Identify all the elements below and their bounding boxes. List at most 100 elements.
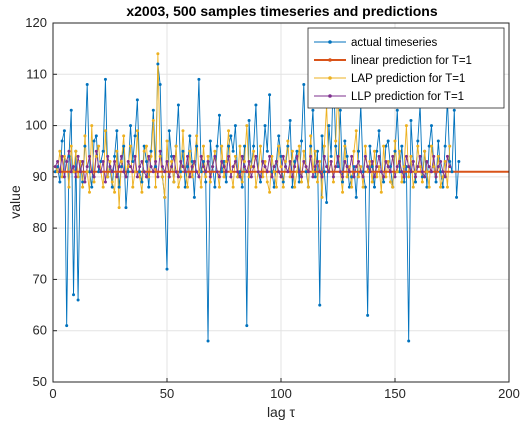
data-point-actual-timeseries [122, 144, 126, 148]
data-point-actual-timeseries [414, 180, 418, 184]
data-point-llp-prediction-for-t-1 [341, 175, 345, 179]
data-point-llp-prediction-for-t-1 [117, 165, 121, 169]
data-point-llp-prediction-for-t-1 [411, 159, 415, 163]
data-point-llp-prediction-for-t-1 [320, 175, 324, 179]
data-point-lap-prediction-for-t-1 [439, 185, 443, 189]
data-point-llp-prediction-for-t-1 [281, 154, 285, 158]
data-point-llp-prediction-for-t-1 [256, 170, 260, 174]
data-point-llp-prediction-for-t-1 [439, 159, 443, 163]
data-point-actual-timeseries [115, 129, 119, 133]
data-point-lap-prediction-for-t-1 [222, 175, 226, 179]
data-point-lap-prediction-for-t-1 [393, 139, 397, 143]
data-point-actual-timeseries [343, 139, 347, 143]
data-point-actual-timeseries [429, 124, 433, 128]
data-point-llp-prediction-for-t-1 [220, 159, 224, 163]
data-point-lap-prediction-for-t-1 [103, 129, 107, 133]
data-point-lap-prediction-for-t-1 [258, 144, 262, 148]
data-point-actual-timeseries [270, 170, 274, 174]
data-point-actual-timeseries [281, 180, 285, 184]
data-point-lap-prediction-for-t-1 [213, 149, 217, 153]
data-point-lap-prediction-for-t-1 [315, 180, 319, 184]
data-point-actual-timeseries [67, 154, 71, 158]
data-point-lap-prediction-for-t-1 [290, 149, 294, 153]
data-point-actual-timeseries [144, 159, 148, 163]
data-point-actual-timeseries [386, 139, 390, 143]
data-point-llp-prediction-for-t-1 [377, 154, 381, 158]
data-point-actual-timeseries [151, 108, 155, 112]
data-point-llp-prediction-for-t-1 [53, 165, 57, 169]
data-point-llp-prediction-for-t-1 [436, 165, 440, 169]
data-point-actual-timeseries [227, 144, 231, 148]
data-point-lap-prediction-for-t-1 [147, 175, 151, 179]
data-point-llp-prediction-for-t-1 [195, 170, 199, 174]
data-point-actual-timeseries [363, 185, 367, 189]
data-point-actual-timeseries [224, 180, 228, 184]
data-point-llp-prediction-for-t-1 [58, 170, 62, 174]
x-tick-label: 50 [160, 386, 174, 401]
data-point-actual-timeseries [97, 170, 101, 174]
chart-title: x2003, 500 samples timeseries and predic… [126, 3, 437, 19]
data-point-llp-prediction-for-t-1 [231, 165, 235, 169]
data-point-actual-timeseries [186, 165, 190, 169]
data-point-lap-prediction-for-t-1 [281, 185, 285, 189]
data-point-lap-prediction-for-t-1 [122, 134, 126, 138]
data-point-actual-timeseries [409, 118, 413, 122]
data-point-actual-timeseries [382, 180, 386, 184]
data-point-llp-prediction-for-t-1 [429, 170, 433, 174]
data-point-actual-timeseries [85, 83, 89, 87]
data-point-llp-prediction-for-t-1 [334, 165, 338, 169]
data-point-llp-prediction-for-t-1 [217, 175, 221, 179]
data-point-lap-prediction-for-t-1 [186, 185, 190, 189]
data-point-llp-prediction-for-t-1 [140, 159, 144, 163]
data-point-actual-timeseries [142, 144, 146, 148]
data-point-llp-prediction-for-t-1 [443, 175, 447, 179]
data-point-lap-prediction-for-t-1 [67, 185, 71, 189]
data-point-lap-prediction-for-t-1 [87, 190, 91, 194]
data-point-actual-timeseries [384, 144, 388, 148]
data-point-lap-prediction-for-t-1 [106, 175, 110, 179]
data-point-llp-prediction-for-t-1 [192, 159, 196, 163]
data-point-lap-prediction-for-t-1 [190, 175, 194, 179]
data-point-actual-timeseries [167, 129, 171, 133]
data-point-actual-timeseries [204, 180, 208, 184]
data-point-lap-prediction-for-t-1 [411, 185, 415, 189]
data-point-llp-prediction-for-t-1 [233, 159, 237, 163]
data-point-lap-prediction-for-t-1 [370, 180, 374, 184]
data-point-lap-prediction-for-t-1 [113, 190, 117, 194]
data-point-llp-prediction-for-t-1 [322, 154, 326, 158]
data-point-lap-prediction-for-t-1 [404, 124, 408, 128]
data-point-llp-prediction-for-t-1 [277, 170, 281, 174]
data-point-llp-prediction-for-t-1 [313, 165, 317, 169]
data-point-actual-timeseries [279, 154, 283, 158]
data-point-llp-prediction-for-t-1 [370, 159, 374, 163]
data-point-llp-prediction-for-t-1 [154, 159, 158, 163]
data-point-lap-prediction-for-t-1 [238, 144, 242, 148]
series-line-lap-prediction-for-t-1 [54, 53, 451, 208]
data-point-actual-timeseries [195, 144, 199, 148]
data-point-lap-prediction-for-t-1 [359, 165, 363, 169]
data-point-llp-prediction-for-t-1 [108, 165, 112, 169]
data-point-llp-prediction-for-t-1 [279, 175, 283, 179]
data-point-actual-timeseries [300, 139, 304, 143]
data-point-actual-timeseries [265, 149, 269, 153]
data-point-actual-timeseries [327, 124, 331, 128]
data-point-actual-timeseries [156, 62, 160, 66]
data-point-actual-timeseries [231, 149, 235, 153]
data-point-lap-prediction-for-t-1 [279, 165, 283, 169]
data-point-lap-prediction-for-t-1 [400, 180, 404, 184]
y-tick-label: 100 [25, 118, 47, 133]
legend-marker-llp-prediction-for-t-1 [328, 94, 332, 98]
data-point-llp-prediction-for-t-1 [74, 175, 78, 179]
data-point-llp-prediction-for-t-1 [427, 165, 431, 169]
data-point-llp-prediction-for-t-1 [386, 165, 390, 169]
data-point-llp-prediction-for-t-1 [56, 159, 60, 163]
data-point-llp-prediction-for-t-1 [131, 170, 135, 174]
data-point-llp-prediction-for-t-1 [293, 165, 297, 169]
data-point-llp-prediction-for-t-1 [206, 159, 210, 163]
y-tick-label: 120 [25, 15, 47, 30]
data-point-actual-timeseries [311, 108, 315, 112]
data-point-actual-timeseries [252, 144, 256, 148]
data-point-actual-timeseries [439, 170, 443, 174]
data-point-llp-prediction-for-t-1 [67, 149, 71, 153]
data-point-actual-timeseries [81, 180, 85, 184]
